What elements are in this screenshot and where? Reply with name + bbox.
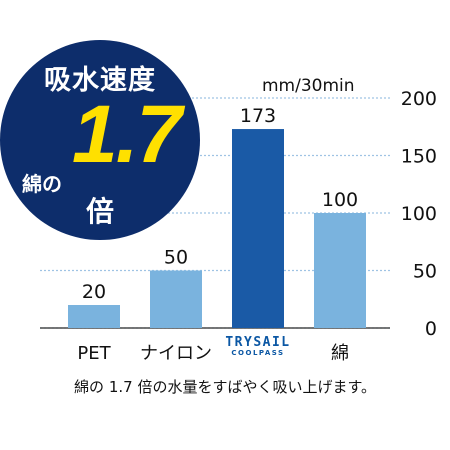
badge-big-value: 1.7 — [72, 89, 182, 180]
category-label: 綿 — [331, 343, 349, 364]
y-axis-ticks: 0 50 100 150 200 — [401, 88, 437, 340]
y-tick-label: 0 — [425, 318, 437, 340]
bar — [68, 305, 120, 328]
y-tick-label: 200 — [401, 88, 437, 110]
caption: 綿の 1.7 倍の水量をすばやく吸い上げます。 — [74, 378, 376, 396]
value-label: 50 — [164, 247, 188, 269]
unit-label: mm/30min — [262, 76, 355, 96]
category-label: ナイロン — [140, 343, 212, 364]
badge-suffix: 倍 — [85, 195, 114, 228]
trysail-logo: TRYSAIL COOLPASS — [208, 336, 308, 357]
badge-circle — [0, 40, 200, 240]
value-label: 100 — [322, 189, 358, 211]
bar — [232, 129, 284, 328]
trysail-logo-main: TRYSAIL — [225, 335, 291, 350]
y-tick-label: 150 — [401, 146, 437, 168]
value-label: 20 — [82, 281, 106, 303]
bars — [68, 129, 366, 328]
trysail-logo-sub: COOLPASS — [231, 349, 285, 357]
bar — [150, 270, 202, 328]
badge-prefix: 綿の — [22, 172, 62, 196]
badge-title: 吸水速度 — [44, 65, 156, 96]
x-axis-labels: PET ナイロン 綿 — [77, 343, 349, 364]
value-label: 173 — [240, 105, 276, 127]
value-labels: 20 50 173 100 — [82, 105, 358, 303]
category-label: PET — [77, 343, 111, 364]
y-tick-label: 50 — [413, 261, 437, 283]
bar — [314, 213, 366, 328]
y-tick-label: 100 — [401, 203, 437, 225]
